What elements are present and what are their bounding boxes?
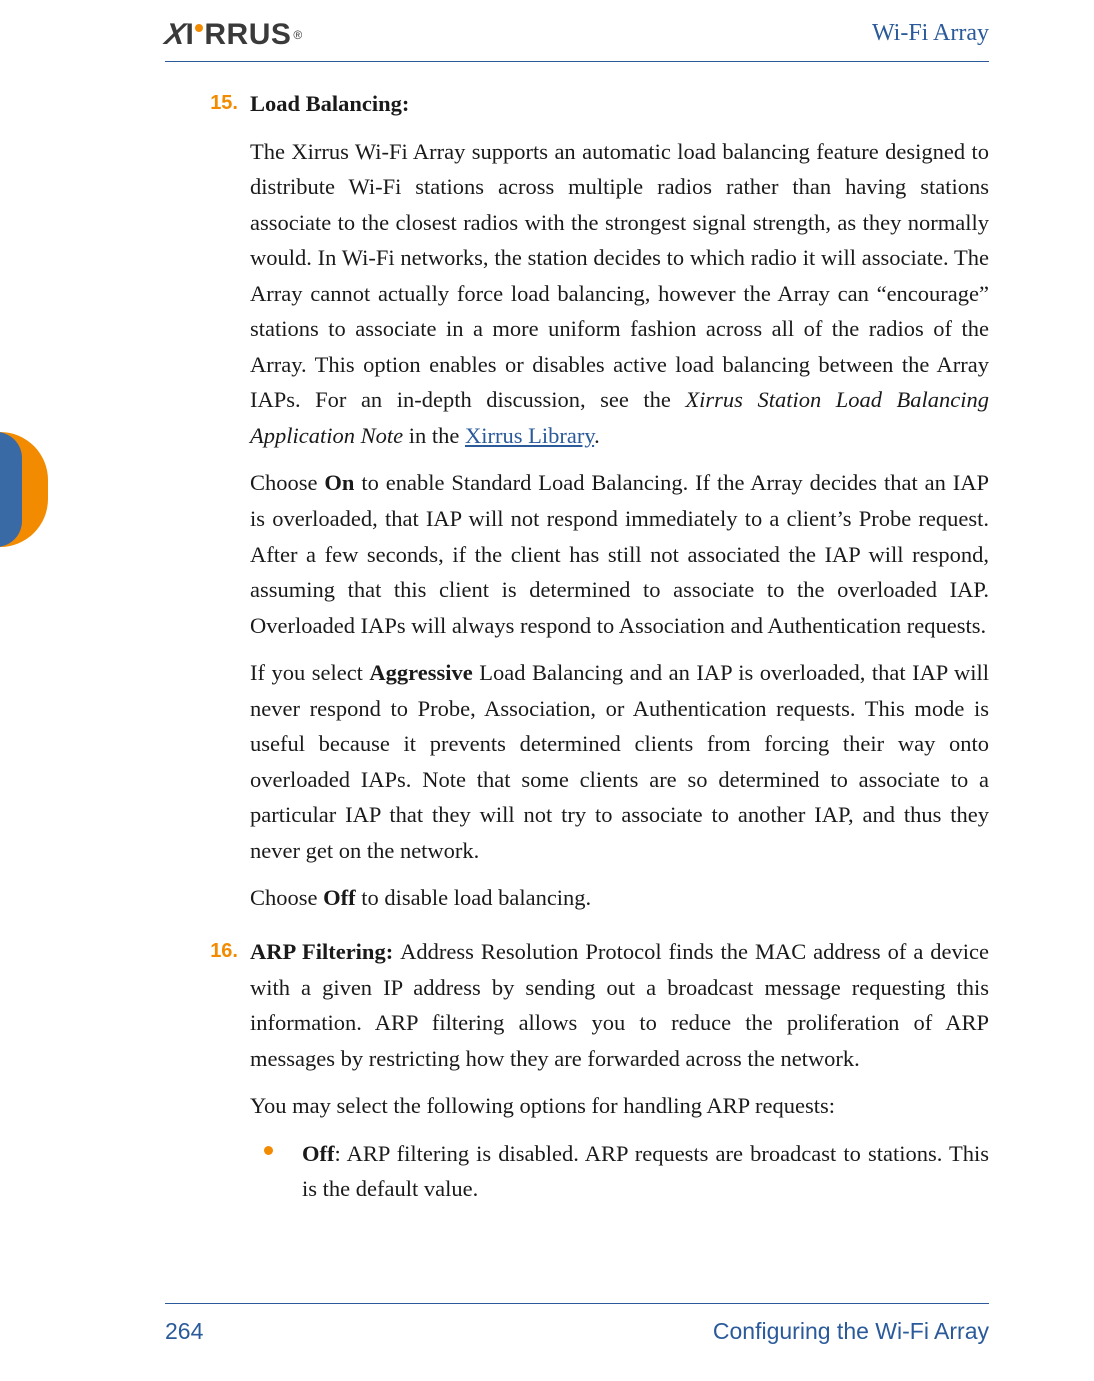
bullet-item: Off: ARP filtering is disabled. ARP requ… (250, 1136, 989, 1207)
body-text: in the (403, 423, 465, 448)
item-heading: Load Balancing: (250, 86, 989, 122)
document-page: X I RRUS ® Wi-Fi Array 15. Load Balancin… (0, 0, 1094, 1381)
item-title-text: Load Balancing: (250, 91, 409, 116)
body-text: Choose (250, 470, 324, 495)
body-text: If you select (250, 660, 369, 685)
xirrus-library-link[interactable]: Xirrus Library (465, 423, 594, 448)
paragraph: Choose Off to disable load balancing. (250, 880, 989, 916)
footer-section-title: Configuring the Wi-Fi Array (713, 1318, 989, 1345)
list-item-15: 15. Load Balancing: The Xirrus Wi-Fi Arr… (250, 86, 989, 916)
body-text: to disable load balancing. (356, 885, 592, 910)
logo-letters-rrus: RRUS (204, 18, 291, 52)
logo-dot-icon (195, 24, 203, 32)
bold-text: Off (302, 1141, 335, 1166)
body-text: The Xirrus Wi-Fi Array supports an autom… (250, 139, 989, 413)
paragraph: ARP Filtering: Address Resolution Protoc… (250, 934, 989, 1076)
paragraph: The Xirrus Wi-Fi Array supports an autom… (250, 134, 989, 454)
page-content: 15. Load Balancing: The Xirrus Wi-Fi Arr… (250, 86, 989, 1291)
body-text: to enable Standard Load Balancing. If th… (250, 470, 989, 637)
item-number: 16. (194, 934, 238, 969)
page-number: 264 (165, 1318, 203, 1345)
body-text: Load Balancing and an IAP is overloaded,… (250, 660, 989, 863)
page-footer: 264 Configuring the Wi-Fi Array (165, 1303, 989, 1345)
item-title-text: ARP Filtering: (250, 939, 400, 964)
logo-letter-x: X (163, 18, 188, 52)
bold-text: Off (323, 885, 356, 910)
side-tab-inner (0, 432, 22, 547)
paragraph: Choose On to enable Standard Load Balanc… (250, 465, 989, 643)
list-item-16: 16. ARP Filtering: Address Resolution Pr… (250, 934, 989, 1207)
page-header: X I RRUS ® Wi-Fi Array (165, 18, 989, 62)
side-tab-marker (0, 432, 48, 547)
registered-icon: ® (293, 28, 302, 42)
header-product-title: Wi-Fi Array (872, 18, 989, 47)
body-text: Choose (250, 885, 323, 910)
paragraph: You may select the following options for… (250, 1088, 989, 1124)
brand-logo: X I RRUS ® (165, 18, 303, 52)
item-number: 15. (194, 86, 238, 121)
bold-text: On (324, 470, 354, 495)
logo-text: X I RRUS ® (165, 18, 303, 52)
body-text: . (594, 423, 600, 448)
bold-text: Aggressive (369, 660, 472, 685)
body-text: : ARP filtering is disabled. ARP request… (302, 1141, 989, 1202)
body-text: You may select the following options for… (250, 1093, 835, 1118)
bullet-dot-icon (264, 1146, 273, 1155)
paragraph: If you select Aggressive Load Balancing … (250, 655, 989, 868)
